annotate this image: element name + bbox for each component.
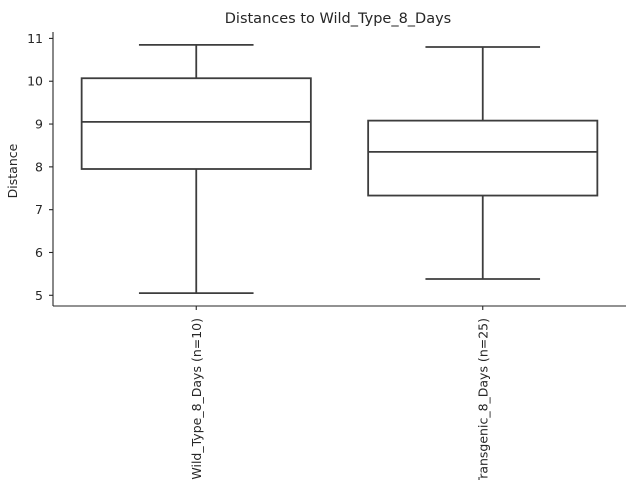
box-1	[80, 77, 312, 170]
plot-area: 5 6 7 8 9 10 11 Wild_Type_8_Days (n=10) Transgen…	[27, 31, 599, 480]
y-tick-label-7: 7	[35, 202, 43, 217]
box-2	[367, 119, 599, 197]
y-tick-label-11: 11	[27, 31, 43, 46]
y-tick-label-5: 5	[35, 288, 43, 303]
y-axis-label: Distance	[5, 143, 20, 198]
y-tick-label-9: 9	[35, 117, 43, 132]
y-tick-label-6: 6	[35, 245, 43, 260]
x-tick-label-2: Transgenic_8_Days (n=25)	[475, 318, 490, 480]
y-tick-label-10: 10	[27, 74, 43, 89]
y-tick-label-8: 8	[35, 159, 43, 174]
x-tick-label-1: Wild_Type_8_Days (n=10)	[189, 318, 204, 480]
chart-title: Distances to Wild_Type_8_Days	[225, 11, 451, 27]
